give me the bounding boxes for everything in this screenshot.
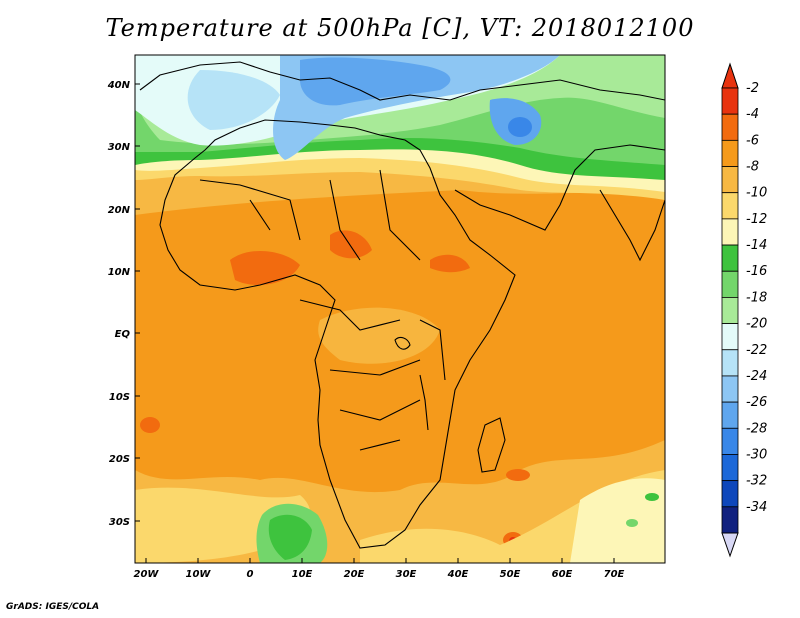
colorbar-box bbox=[721, 244, 739, 272]
temperature-field bbox=[135, 55, 665, 563]
colorbar-label: -22 bbox=[746, 343, 767, 358]
lon-tick-label: 70E bbox=[604, 569, 625, 580]
lon-tick-label: 10W bbox=[186, 569, 212, 580]
lat-tick-label: EQ bbox=[115, 329, 131, 340]
colorbar-top-arrow bbox=[721, 62, 739, 89]
colorbar-label: -12 bbox=[746, 212, 767, 227]
colorbar: -2 -4 -6 -8 -10 -12 -14 -16 -18 -20 -22 -24 -26 -28 -3… bbox=[721, 62, 767, 558]
colorbar-box bbox=[721, 87, 739, 115]
colorbar-label: -10 bbox=[746, 186, 767, 201]
colorbar-box bbox=[721, 349, 739, 377]
colorbar-label: -2 bbox=[746, 81, 759, 96]
colorbar-box bbox=[721, 480, 739, 508]
lon-tick-label: 20E bbox=[344, 569, 365, 580]
colorbar-box bbox=[721, 401, 739, 429]
lon-tick-label: 30E bbox=[396, 569, 417, 580]
colorbar-box bbox=[721, 506, 739, 534]
lat-tick-label: 20N bbox=[108, 205, 131, 216]
colorbar-label: -24 bbox=[746, 369, 767, 384]
colorbar-box bbox=[721, 427, 739, 455]
colorbar-box bbox=[721, 454, 739, 482]
lat-tick-label: 40N bbox=[107, 80, 131, 91]
colorbar-label: -16 bbox=[746, 264, 767, 279]
colorbar-label: -28 bbox=[746, 421, 767, 436]
colorbar-box bbox=[721, 270, 739, 298]
lon-tick-label: 50E bbox=[500, 569, 521, 580]
colorbar-label: -4 bbox=[746, 107, 759, 122]
colorbar-box bbox=[721, 192, 739, 220]
colorbar-box bbox=[721, 139, 739, 167]
lon-tick-label: 60E bbox=[552, 569, 573, 580]
colorbar-label: -32 bbox=[746, 474, 767, 489]
colorbar-label: -14 bbox=[746, 238, 767, 253]
colorbar-boxes bbox=[721, 87, 739, 534]
coastlines bbox=[139, 61, 665, 549]
colorbar-bottom-arrow bbox=[721, 532, 739, 558]
lon-ticks: 20W 10W 0 10E 20E 30E 40E 50E 60E 70E bbox=[134, 558, 625, 580]
colorbar-label: -34 bbox=[746, 500, 767, 515]
colorbar-label: -18 bbox=[746, 290, 767, 305]
lon-tick-label: 40E bbox=[447, 569, 469, 580]
lat-tick-label: 30N bbox=[108, 142, 131, 153]
colorbar-label: -26 bbox=[746, 395, 767, 410]
colorbar-label: -8 bbox=[746, 160, 759, 175]
colorbar-labels: -2 -4 -6 -8 -10 -12 -14 -16 -18 -20 -22 -24 -26 -28 -3… bbox=[746, 81, 767, 515]
colorbar-box bbox=[721, 218, 739, 246]
lat-tick-label: 30S bbox=[109, 517, 130, 528]
colorbar-box bbox=[721, 297, 739, 324]
lon-tick-label: 20W bbox=[134, 569, 160, 580]
lat-tick-label: 10N bbox=[108, 267, 131, 278]
colorbar-box bbox=[721, 166, 739, 194]
colorbar-box bbox=[721, 113, 739, 141]
lon-tick-label: 10E bbox=[292, 569, 313, 580]
credit-text: GrADS: IGES/COLA bbox=[6, 602, 100, 612]
colorbar-label: -6 bbox=[746, 133, 759, 148]
map-frame bbox=[134, 54, 666, 564]
lat-tick-label: 20S bbox=[109, 454, 130, 465]
colorbar-label: -30 bbox=[746, 447, 767, 462]
colorbar-box bbox=[721, 375, 739, 403]
colorbar-label: -20 bbox=[746, 317, 767, 332]
lat-tick-label: 10S bbox=[109, 392, 130, 403]
chart-title: Temperature at 500hPa [C], VT: 201801210… bbox=[105, 14, 695, 42]
lat-ticks: 40N 30N 20N 10N EQ 10S 20S 30S bbox=[107, 80, 140, 528]
colorbar-box bbox=[721, 323, 739, 351]
lon-tick-label: 0 bbox=[247, 569, 254, 580]
